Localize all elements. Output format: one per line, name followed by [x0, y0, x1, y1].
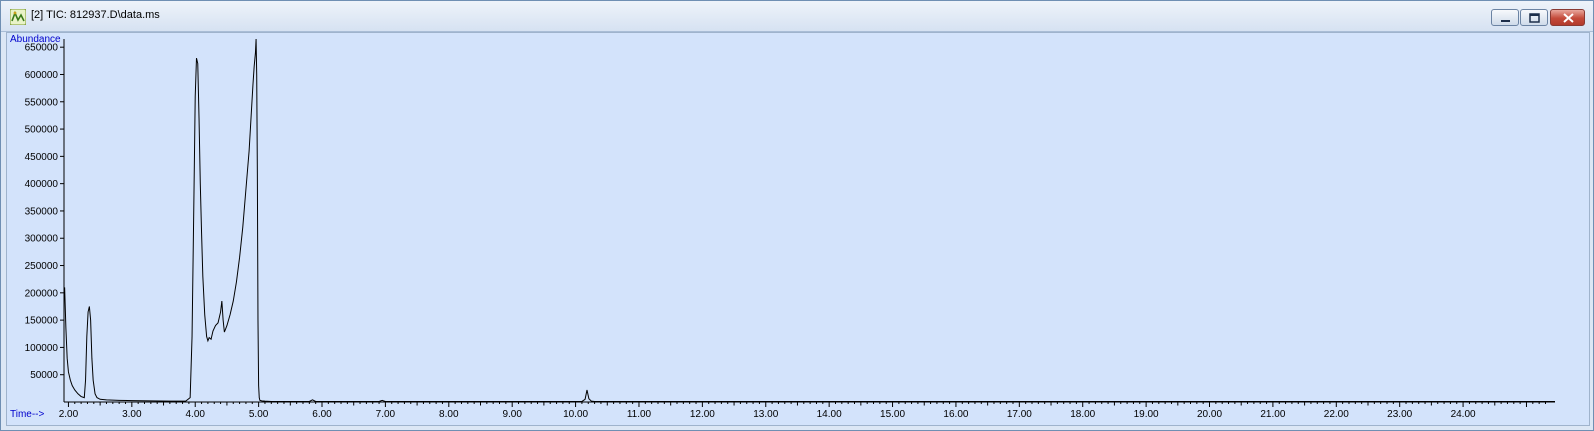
y-tick-label: 300000 — [25, 234, 59, 245]
y-axis-title: Abundance — [10, 34, 61, 45]
x-tick-label: 15.00 — [880, 409, 905, 420]
x-tick-label: 23.00 — [1387, 409, 1412, 420]
x-tick-label: 9.00 — [502, 409, 522, 420]
chromatogram-app-icon — [10, 9, 26, 25]
y-tick-label: 450000 — [25, 152, 59, 163]
x-tick-label: 6.00 — [312, 409, 332, 420]
x-tick-label: 12.00 — [690, 409, 715, 420]
x-tick-label: 24.00 — [1451, 409, 1476, 420]
y-tick-label: 50000 — [30, 370, 58, 381]
y-tick-label: 400000 — [25, 179, 59, 190]
y-tick-label: 150000 — [25, 316, 59, 327]
x-tick-label: 11.00 — [627, 409, 652, 420]
x-tick-label: 19.00 — [1134, 409, 1159, 420]
minimize-icon — [1501, 20, 1510, 22]
x-tick-label: 21.00 — [1260, 409, 1285, 420]
y-tick-label: 250000 — [25, 261, 59, 272]
x-tick-label: 3.00 — [122, 409, 142, 420]
maximize-button[interactable] — [1520, 9, 1548, 26]
x-tick-label: 4.00 — [185, 409, 205, 420]
y-tick-label: 650000 — [25, 43, 59, 54]
close-icon — [1563, 13, 1574, 23]
x-tick-label: 20.00 — [1197, 409, 1222, 420]
y-tick-label: 600000 — [25, 70, 59, 81]
x-tick-label: 16.00 — [943, 409, 968, 420]
maximize-icon — [1529, 13, 1540, 23]
close-button[interactable] — [1550, 9, 1585, 26]
x-tick-label: 17.00 — [1007, 409, 1032, 420]
y-tick-label: 350000 — [25, 206, 59, 217]
minimize-button[interactable] — [1491, 9, 1519, 26]
tic-chart: 50000 100000 150000 200000 250000 300000 35000… — [10, 34, 1555, 420]
x-axis-title: Time--> — [10, 409, 45, 420]
x-tick-label: 10.00 — [563, 409, 588, 420]
x-tick-label: 2.00 — [59, 409, 79, 420]
x-tick-label: 22.00 — [1324, 409, 1349, 420]
y-tick-label: 500000 — [25, 125, 59, 136]
x-tick-label: 14.00 — [817, 409, 842, 420]
y-tick-label: 200000 — [25, 288, 59, 299]
window-title: [2] TIC: 812937.D\data.ms — [31, 9, 160, 21]
y-tick-label: 550000 — [25, 97, 59, 108]
title-bar[interactable]: [2] TIC: 812937.D\data.ms — [1, 1, 1593, 32]
y-tick-label: 100000 — [25, 343, 59, 354]
x-tick-label: 5.00 — [249, 409, 269, 420]
x-tick-label: 13.00 — [753, 409, 778, 420]
x-tick-label: 7.00 — [376, 409, 396, 420]
x-tick-label: 8.00 — [439, 409, 459, 420]
chromatogram-plot[interactable]: 50000 100000 150000 200000 250000 300000 35000… — [6, 32, 1590, 426]
x-tick-label: 18.00 — [1070, 409, 1095, 420]
tic-series-line — [64, 38, 1555, 402]
